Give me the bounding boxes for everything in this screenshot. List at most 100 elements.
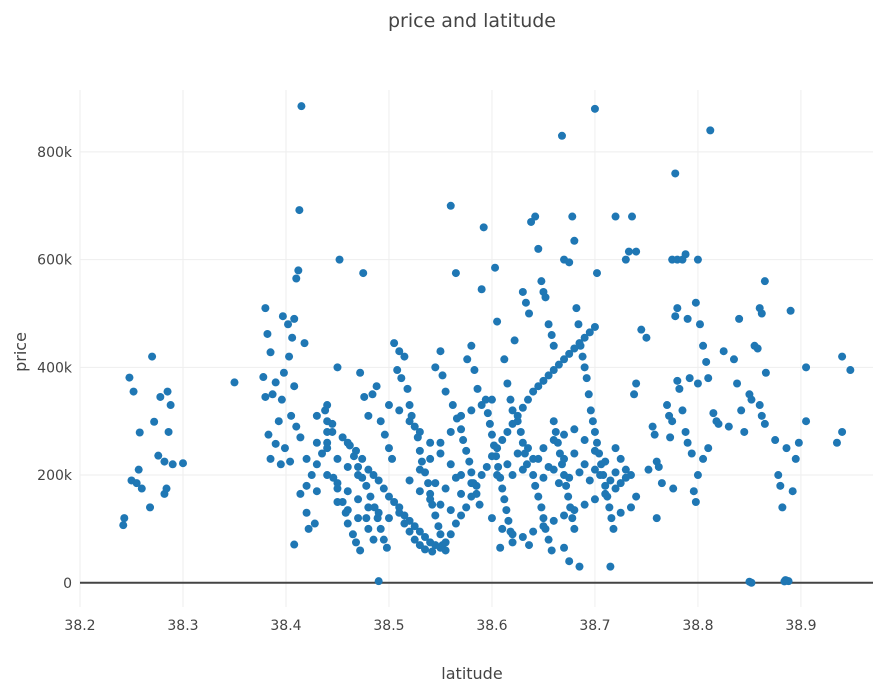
data-point bbox=[673, 304, 682, 313]
data-point bbox=[459, 436, 468, 445]
data-point bbox=[160, 457, 169, 466]
data-point bbox=[693, 471, 702, 480]
data-point bbox=[446, 530, 455, 539]
data-point bbox=[333, 454, 342, 463]
data-point bbox=[356, 546, 365, 555]
data-point bbox=[565, 349, 574, 358]
data-point bbox=[504, 516, 513, 525]
data-point bbox=[534, 244, 543, 253]
data-point bbox=[551, 427, 560, 436]
data-point bbox=[487, 395, 496, 404]
data-point bbox=[518, 465, 527, 474]
data-point bbox=[405, 401, 414, 410]
data-point bbox=[323, 471, 332, 480]
data-point bbox=[689, 487, 698, 496]
data-point bbox=[148, 352, 157, 361]
data-point bbox=[388, 454, 397, 463]
data-point bbox=[312, 438, 321, 447]
data-point bbox=[395, 406, 404, 415]
data-point bbox=[503, 379, 512, 388]
data-point bbox=[616, 454, 625, 463]
data-point bbox=[668, 417, 677, 426]
data-point bbox=[657, 479, 666, 488]
data-point bbox=[737, 406, 746, 415]
data-point bbox=[753, 344, 762, 353]
data-point bbox=[606, 562, 615, 571]
data-point bbox=[352, 538, 361, 547]
data-point bbox=[786, 306, 795, 315]
data-point bbox=[276, 460, 285, 469]
data-point bbox=[134, 465, 143, 474]
data-point bbox=[431, 479, 440, 488]
data-point bbox=[503, 460, 512, 469]
data-point bbox=[537, 277, 546, 286]
data-point bbox=[457, 411, 466, 420]
data-point bbox=[467, 479, 476, 488]
data-point bbox=[457, 489, 466, 498]
data-point bbox=[671, 169, 680, 178]
data-point bbox=[525, 309, 534, 318]
data-point bbox=[493, 471, 502, 480]
data-point bbox=[441, 538, 450, 547]
data-point bbox=[560, 355, 569, 364]
data-point bbox=[405, 476, 414, 485]
data-point bbox=[364, 503, 373, 512]
data-point bbox=[502, 506, 511, 515]
data-point bbox=[601, 481, 610, 490]
data-point bbox=[287, 411, 296, 420]
data-point bbox=[268, 390, 277, 399]
data-point bbox=[451, 269, 460, 278]
y-tick-label: 400k bbox=[37, 360, 73, 376]
data-point bbox=[364, 465, 373, 474]
data-point bbox=[683, 438, 692, 447]
data-point bbox=[609, 524, 618, 533]
data-point bbox=[580, 436, 589, 445]
data-point bbox=[531, 481, 540, 490]
data-point bbox=[611, 484, 620, 493]
data-point bbox=[757, 309, 766, 318]
data-point bbox=[549, 341, 558, 350]
data-point bbox=[162, 484, 171, 493]
data-point bbox=[493, 444, 502, 453]
data-point bbox=[154, 451, 163, 460]
data-point bbox=[470, 366, 479, 375]
data-point bbox=[648, 422, 657, 431]
data-point bbox=[415, 465, 424, 474]
data-point bbox=[328, 419, 337, 428]
data-point bbox=[616, 508, 625, 517]
data-point bbox=[601, 489, 610, 498]
data-point bbox=[621, 465, 630, 474]
data-point bbox=[508, 538, 517, 547]
data-point bbox=[544, 371, 553, 380]
data-point bbox=[681, 427, 690, 436]
y-tick-label: 600k bbox=[37, 253, 73, 269]
data-point bbox=[163, 387, 172, 396]
data-point bbox=[534, 492, 543, 501]
data-point bbox=[654, 462, 663, 471]
data-point bbox=[508, 406, 517, 415]
data-point bbox=[531, 212, 540, 221]
data-point bbox=[582, 374, 591, 383]
data-point bbox=[366, 492, 375, 501]
data-point bbox=[616, 479, 625, 488]
data-point bbox=[487, 514, 496, 523]
data-point bbox=[477, 471, 486, 480]
data-point bbox=[588, 417, 597, 426]
data-point bbox=[400, 511, 409, 520]
data-point bbox=[467, 341, 476, 350]
data-point bbox=[574, 320, 583, 329]
data-point bbox=[259, 373, 268, 382]
data-point bbox=[570, 344, 579, 353]
data-point bbox=[539, 444, 548, 453]
data-point bbox=[650, 430, 659, 439]
data-point bbox=[178, 459, 187, 468]
data-point bbox=[376, 524, 385, 533]
x-tick-label: 38.7 bbox=[579, 618, 610, 634]
data-point bbox=[673, 376, 682, 385]
data-point bbox=[457, 425, 466, 434]
data-point bbox=[601, 457, 610, 466]
data-point bbox=[467, 406, 476, 415]
data-point bbox=[374, 476, 383, 485]
data-point bbox=[297, 102, 306, 111]
